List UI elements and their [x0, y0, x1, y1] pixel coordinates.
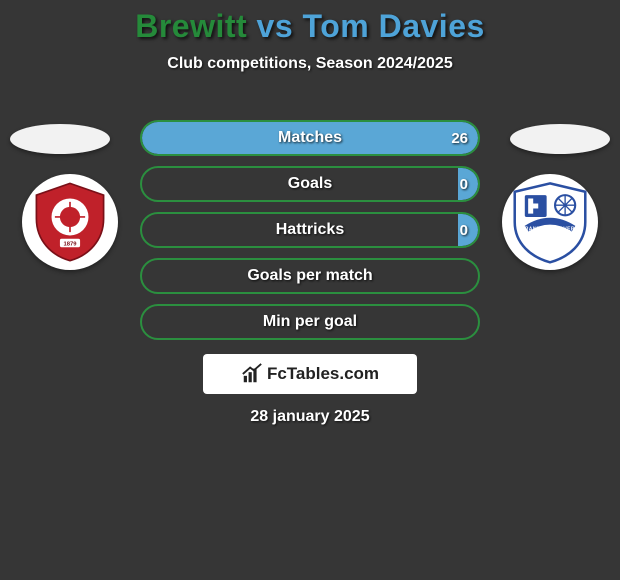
stat-bar: Matches26 — [140, 120, 480, 156]
bar-chart-icon — [241, 363, 263, 385]
player1-avatar-placeholder — [10, 124, 110, 154]
svg-text:1879: 1879 — [63, 242, 77, 248]
stat-bar: Min per goal — [140, 304, 480, 340]
bar-value-player2: 0 — [460, 168, 468, 200]
bar-label: Hattricks — [142, 214, 478, 246]
stat-bars: Matches26Goals0Hattricks0Goals per match… — [140, 120, 480, 350]
stat-bar: Goals0 — [140, 166, 480, 202]
subtitle: Club competitions, Season 2024/2025 — [0, 55, 620, 73]
player1-club-badge: 1879 — [22, 174, 118, 270]
bar-value-player2: 26 — [451, 122, 468, 154]
shield-icon: TRANMERE ROVERS — [508, 180, 592, 264]
date-label: 28 january 2025 — [0, 408, 620, 426]
title-player1: Brewitt — [135, 8, 247, 44]
watermark-text: FcTables.com — [267, 364, 379, 384]
page-title: Brewitt vs Tom Davies — [0, 0, 620, 45]
stat-bar: Goals per match — [140, 258, 480, 294]
title-player2: Tom Davies — [303, 8, 485, 44]
bar-label: Min per goal — [142, 306, 478, 338]
watermark-badge: FcTables.com — [203, 354, 417, 394]
bar-value-player2: 0 — [460, 214, 468, 246]
svg-text:TRANMERE ROVERS: TRANMERE ROVERS — [521, 226, 579, 232]
bar-label: Matches — [142, 122, 478, 154]
bar-label: Goals — [142, 168, 478, 200]
bar-label: Goals per match — [142, 260, 478, 292]
shield-icon: 1879 — [28, 180, 112, 264]
player2-club-badge: TRANMERE ROVERS — [502, 174, 598, 270]
title-vs: vs — [257, 8, 294, 44]
stat-bar: Hattricks0 — [140, 212, 480, 248]
player2-avatar-placeholder — [510, 124, 610, 154]
